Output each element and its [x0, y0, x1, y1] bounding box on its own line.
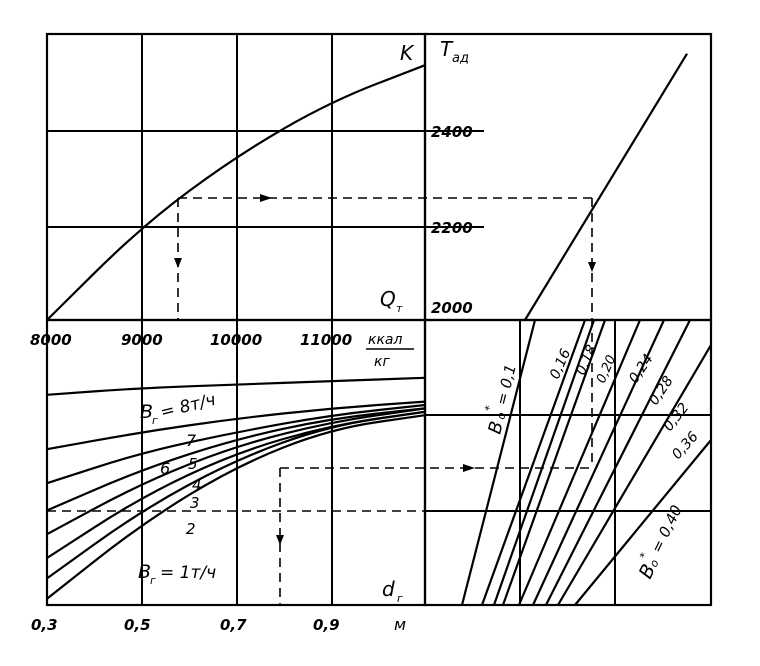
bo-label-032: 0,32 [661, 400, 693, 434]
bo-line-5 [517, 319, 642, 606]
bo-label-main: B [484, 419, 507, 436]
d-tick-05: 0,5 [124, 616, 151, 634]
q-unit-denominator: кг [374, 354, 390, 370]
d-unit: м [394, 615, 406, 634]
arrow-down-2 [588, 262, 596, 272]
top-right-curves [524, 53, 688, 321]
br-curve-4 [46, 407, 427, 536]
q-tick-11000: 11000 [300, 331, 352, 349]
br-curve-5 [46, 407, 427, 512]
br-curve-1 [46, 414, 427, 600]
arrow-right-1 [260, 194, 272, 202]
bo-line-4 [501, 319, 607, 606]
arrow-left-1 [463, 464, 475, 472]
bo2-label-sub: o [647, 557, 662, 569]
q-axis-sub: т [396, 302, 403, 315]
arrows [174, 194, 596, 545]
bo-line-2 [480, 319, 587, 606]
bo-line-7 [545, 319, 691, 606]
br-curve-6 [46, 403, 427, 485]
t-axis-sub: ад [452, 51, 469, 66]
bo-label-star: * [482, 404, 496, 413]
b-label-8: = 8т/ч [158, 390, 217, 423]
t-ad-curve [524, 53, 688, 321]
bo-line-3 [492, 319, 596, 606]
k-axis-label: K [400, 41, 415, 65]
br-curve-7 [46, 400, 427, 451]
b-label-main: B [140, 401, 153, 423]
q-tick-8000: 8000 [30, 331, 72, 349]
bottom-right-frame [423, 318, 713, 607]
t-axis-label: T [440, 37, 454, 61]
bo-line-6 [532, 319, 665, 606]
q-unit-numerator: ккал [368, 332, 402, 348]
bo-line-1 [460, 319, 537, 606]
b-label-7: 7 [186, 431, 197, 450]
q-tick-10000: 10000 [210, 331, 262, 349]
t-tick-2400: 2400 [431, 123, 473, 141]
br-curve-8 [46, 376, 427, 396]
arrow-down-1 [174, 258, 182, 268]
top-right-frame [423, 32, 713, 322]
b-label-6: 6 [160, 459, 170, 478]
b-label-4: 4 [192, 476, 202, 494]
b-label-1: = 1т/ч [160, 563, 216, 583]
k-curve [46, 64, 427, 321]
b1-label-sub: г [150, 574, 156, 587]
d-tick-07: 0,7 [220, 616, 247, 634]
b1-label-main: B [138, 561, 151, 583]
q-tick-9000: 9000 [121, 331, 163, 349]
bo-line-8 [557, 344, 712, 606]
bottom-right-curves [460, 319, 712, 606]
q-axis-label: Q [380, 287, 396, 311]
b-label-2: 2 [186, 520, 196, 538]
b-label-sub: г [152, 414, 158, 427]
bo-label-028: 0,28 [646, 373, 677, 408]
t-tick-2000: 2000 [431, 299, 473, 317]
bo-label-01: = 0,1 [492, 363, 519, 407]
t-tick-2200: 2200 [431, 219, 473, 237]
d-tick-03: 0,3 [31, 616, 58, 634]
bottom-left-curves [46, 376, 427, 600]
top-left-curves [46, 64, 427, 321]
d-tick-09: 0,9 [313, 616, 340, 634]
br-curve-3 [46, 410, 427, 559]
bo2-label-star: * [637, 550, 651, 561]
bo-label-016: 0,16 [547, 347, 574, 382]
bo-label-024: 0,24 [626, 351, 657, 386]
arrow-down-3 [276, 535, 284, 545]
d-axis-sub: г [397, 592, 403, 605]
bo-label-sub: o [494, 411, 508, 421]
b-label-3: 3 [190, 494, 200, 512]
d-axis-label: d [382, 577, 395, 601]
b-label-5: 5 [188, 455, 198, 473]
bo-line-9 [574, 439, 712, 606]
